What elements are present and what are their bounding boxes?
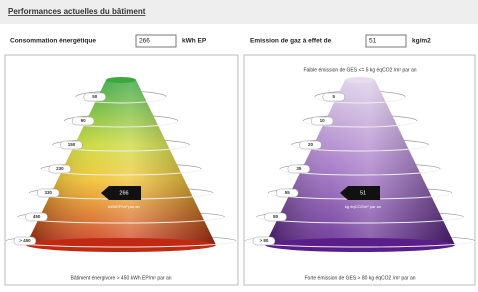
indicator-value: 266 — [119, 190, 128, 196]
field-value: 51 — [369, 38, 377, 45]
field-label: Consommation énergétique — [10, 38, 96, 45]
header-title: Performances actuelles du bâtiment — [8, 7, 146, 16]
field-unit: kWh EP — [182, 38, 207, 45]
cone-top — [345, 77, 375, 83]
level-label: 35 — [296, 166, 302, 171]
indicator-unit: kg éqCO2/m² par an — [345, 204, 381, 209]
field-value: 266 — [139, 38, 150, 45]
cone-base — [265, 238, 455, 252]
indicator-value: 51 — [360, 190, 366, 196]
cone-top — [106, 77, 136, 83]
level-label: > 80 — [259, 238, 268, 243]
level-label: 450 — [33, 214, 41, 219]
level-label: 330 — [44, 190, 52, 195]
screen: Performances actuelles du bâtiment Conso… — [0, 0, 478, 287]
level-label: 55 — [285, 190, 291, 195]
level-label: 230 — [56, 166, 64, 171]
bottom-note: Bâtiment énergivore > 450 kWh EP/m² par … — [70, 275, 171, 281]
bottom-note: Forte émission de GES > 80 kg éqCO2 /m² … — [304, 275, 415, 281]
level-label: 50 — [92, 94, 98, 99]
level-label: 80 — [273, 214, 279, 219]
level-label: 150 — [68, 142, 76, 147]
level-label: 10 — [320, 118, 326, 123]
cone-base — [26, 238, 216, 252]
level-label: 90 — [81, 118, 87, 123]
indicator-unit: kWhEP/m² par an — [108, 204, 140, 209]
field-unit: kg/m2 — [412, 38, 431, 45]
top-note: Faible émission de GES <= 5 kg éqCO2 /m²… — [303, 67, 416, 73]
level-label: > 450 — [19, 238, 31, 243]
field-label: Emission de gaz à effet de — [250, 38, 332, 45]
level-label: 20 — [308, 142, 314, 147]
page: Performances actuelles du bâtiment Conso… — [0, 0, 478, 287]
